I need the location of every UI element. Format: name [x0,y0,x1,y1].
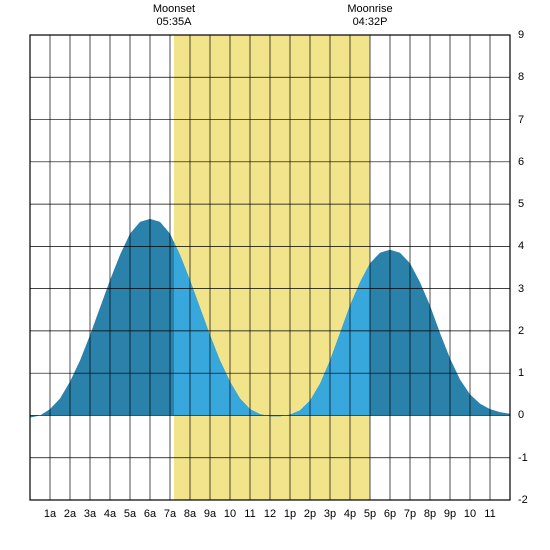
x-tick-label: 1a [44,508,56,520]
y-tick-label: 8 [518,71,524,83]
x-tick-label: 8a [184,508,196,520]
x-tick-label: 5p [364,508,376,520]
x-tick-label: 8p [424,508,436,520]
x-tick-label: 3p [324,508,336,520]
y-tick-label: 4 [518,240,524,252]
y-tick-label: 3 [518,283,524,295]
y-tick-label: 0 [518,409,524,421]
x-tick-label: 11 [244,508,255,520]
moonset-label-title: Moonset [153,3,195,16]
y-tick-label: 6 [518,156,524,168]
x-tick-label: 5a [124,508,136,520]
x-tick-label: 1p [284,508,296,520]
moonset-label: Moonset05:35A [153,3,195,29]
x-tick-label: 4a [104,508,116,520]
y-tick-label: 9 [518,29,524,41]
y-tick-label: 1 [518,367,524,379]
tide-chart: 1a2a3a4a5a6a7a8a9a1011121p2p3p4p5p6p7p8p… [0,0,550,550]
x-tick-label: 7a [164,508,176,520]
x-tick-label: 11 [484,508,495,520]
x-tick-label: 9p [444,508,456,520]
x-tick-label: 6p [384,508,396,520]
x-tick-label: 9a [204,508,216,520]
y-tick-label: 5 [518,198,524,210]
x-tick-label: 7p [404,508,416,520]
moonrise-label: Moonrise04:32P [347,3,392,29]
chart-svg [0,0,550,550]
y-tick-label: 7 [518,114,524,126]
moonrise-label-time: 04:32P [347,16,392,29]
x-tick-label: 2a [64,508,76,520]
moonset-label-time: 05:35A [153,16,195,29]
x-tick-label: 12 [264,508,276,520]
y-tick-label: 2 [518,325,524,337]
x-tick-label: 6a [144,508,156,520]
y-tick-label: -1 [518,452,528,464]
x-tick-label: 3a [84,508,96,520]
x-tick-label: 4p [344,508,356,520]
x-tick-label: 10 [224,508,236,520]
x-tick-label: 10 [464,508,476,520]
daylight-band [174,35,370,500]
y-tick-label: -2 [518,494,528,506]
moonrise-label-title: Moonrise [347,3,392,16]
x-tick-label: 2p [304,508,316,520]
